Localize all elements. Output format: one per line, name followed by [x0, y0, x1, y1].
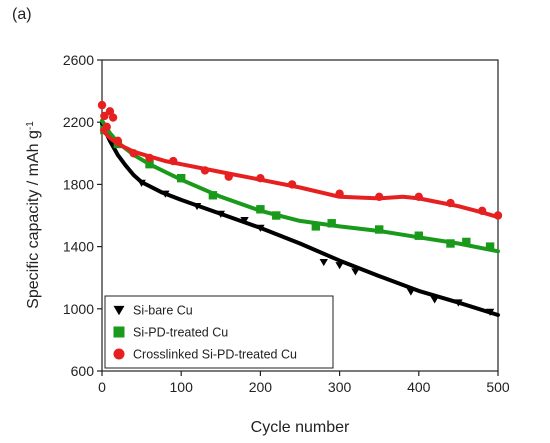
data-point [192, 203, 202, 211]
data-point [256, 173, 265, 183]
y-axis-label: Specific capacity / mAh g-1 [25, 121, 43, 309]
data-point [287, 180, 297, 189]
data-point [129, 149, 138, 158]
x-axis-label: Cycle number [251, 419, 350, 436]
data-point [200, 166, 210, 175]
series-line [100, 128, 500, 220]
data-point [216, 210, 225, 218]
data-point [100, 111, 109, 121]
y-tick-label: 1800 [63, 176, 94, 192]
series-3 [97, 100, 503, 220]
y-axis-label-main: Specific capacity / mAh g [25, 130, 42, 309]
data-point [256, 205, 265, 214]
data-point [240, 217, 249, 225]
data-point [224, 172, 233, 181]
data-point [327, 219, 336, 228]
data-point [493, 211, 503, 220]
y-axis-label-superscript: -1 [25, 121, 36, 130]
data-point [102, 122, 111, 132]
data-point [208, 191, 218, 200]
legend: Si-bare Cu Si-PD-treated Cu Crosslinked Si… [104, 295, 334, 369]
data-point [477, 206, 487, 216]
data-point [446, 239, 455, 248]
data-point [319, 259, 328, 267]
y-tick-label: 1000 [63, 301, 94, 317]
y-tick-label: 2600 [63, 52, 94, 68]
series-line [100, 121, 500, 317]
data-point [311, 222, 321, 231]
data-point [272, 211, 281, 220]
legend-marker [113, 305, 125, 316]
legend-marker [113, 348, 125, 360]
data-point [105, 107, 115, 116]
x-tick-label: 100 [170, 379, 194, 395]
y-tick-label: 2200 [63, 114, 94, 130]
data-point [108, 113, 118, 122]
data-point [145, 153, 154, 163]
panel-label: (a) [12, 6, 32, 23]
legend-marker [113, 326, 125, 338]
legend-entry: Si-PD-treated Cu [133, 326, 228, 340]
data-point [430, 296, 439, 304]
x-tick-label: 200 [249, 379, 273, 395]
data-point [485, 242, 495, 251]
axes: 0 100 200 300 400 500 600 1000 1400 1800 2200 2600 [63, 52, 510, 395]
data-point [169, 156, 178, 166]
series-1 [100, 121, 500, 317]
y-tick-label: 600 [71, 363, 95, 379]
data-point [414, 192, 423, 202]
x-tick-label: 300 [328, 379, 352, 395]
data-point [375, 192, 384, 202]
data-point [335, 189, 344, 198]
data-point [414, 231, 423, 240]
data-point [137, 179, 146, 187]
series-layer [97, 100, 503, 317]
data-point [485, 308, 495, 316]
data-point [177, 173, 186, 183]
data-point [454, 299, 463, 307]
data-point [446, 198, 455, 208]
x-tick-label: 0 [98, 379, 106, 395]
x-tick-label: 500 [486, 379, 510, 395]
data-point [113, 136, 123, 146]
data-point [256, 224, 265, 232]
data-point [335, 262, 344, 270]
y-tick-label: 1400 [63, 239, 94, 255]
data-point [97, 100, 107, 110]
data-point [406, 288, 416, 296]
data-point [145, 159, 154, 169]
data-point [351, 268, 360, 276]
data-point [462, 237, 471, 247]
legend-box [104, 295, 334, 369]
legend-entry: Crosslinked Si-PD-treated Cu [133, 348, 297, 362]
legend-entry: Si-bare Cu [133, 304, 193, 318]
x-tick-label: 400 [407, 379, 431, 395]
data-point [375, 225, 384, 234]
data-point [161, 190, 170, 198]
